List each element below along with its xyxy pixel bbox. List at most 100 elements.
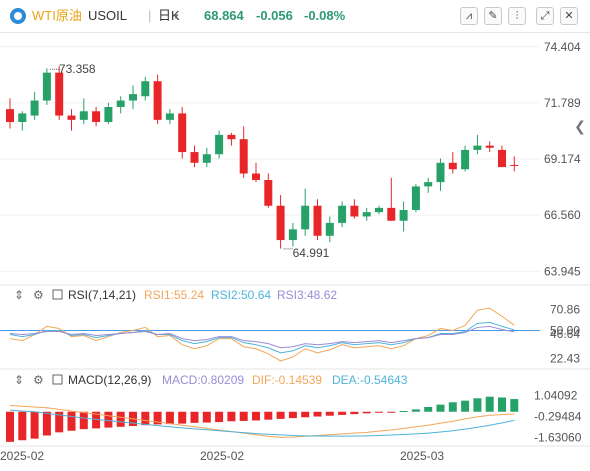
macd-legend-2: DIF:-0.14539	[252, 373, 322, 387]
macd-bar	[325, 411, 334, 416]
macd-bar	[239, 411, 248, 421]
macd-bar	[375, 411, 383, 413]
macd-bar	[411, 409, 420, 412]
rsi-legend-3: RSI3:48.62	[277, 288, 337, 302]
collapse-icon: ⇕	[14, 373, 24, 387]
macd-bar	[153, 411, 162, 425]
price-tick-label: 71.789	[544, 96, 581, 110]
rsi-series-2	[9, 321, 515, 354]
candle-body	[6, 109, 14, 123]
line-tool-icon[interactable]: ⩘	[460, 7, 478, 25]
macd-legend-1: MACD:0.80209	[162, 373, 244, 387]
candle-body	[473, 145, 482, 150]
macd-bar	[448, 402, 457, 412]
macd-axis-label: -0.29484	[534, 409, 582, 423]
chart-header: WTI原油 USOIL | 日K ▼ 68.864 -0.056 -0.08% …	[0, 0, 590, 33]
candle-body	[338, 205, 347, 223]
candle-body	[129, 94, 137, 101]
candle-body	[301, 205, 310, 230]
date-tick-label: 2025-02	[0, 449, 44, 463]
macd-bar	[104, 411, 113, 428]
macd-bar	[264, 411, 273, 420]
candle-body	[153, 81, 162, 120]
price-tick-label: 63.945	[544, 264, 581, 278]
macd-legend-3: DEA:-0.54643	[332, 373, 408, 387]
candle-body	[165, 113, 174, 120]
dif-line	[9, 404, 515, 438]
close-icon[interactable]: ✕	[560, 7, 578, 25]
macd-bar	[6, 411, 14, 442]
candle-body	[350, 205, 359, 217]
candle-body	[362, 212, 371, 217]
expand-icon[interactable]: ⤢	[536, 7, 554, 25]
macd-bar	[252, 411, 260, 421]
candle-body	[461, 149, 470, 170]
price-tick-label: 69.174	[544, 152, 581, 166]
macd-bar	[510, 399, 519, 412]
date-tick-label: 2025-02	[200, 449, 244, 463]
candle-body	[79, 111, 88, 120]
candle-body	[424, 182, 433, 187]
macd-bar	[276, 411, 285, 419]
macd-bar	[288, 411, 297, 419]
candle-body	[227, 134, 236, 140]
candle-body	[239, 139, 248, 174]
symbol-code[interactable]: USOIL	[88, 8, 128, 23]
macd-bar	[424, 407, 433, 412]
candle-body	[325, 222, 334, 236]
macd-axis-label: 1.04092	[534, 388, 578, 402]
rsi-legend-2: RSI2:50.64	[211, 288, 271, 302]
candle-body	[448, 162, 457, 170]
macd-bar	[473, 398, 482, 412]
macd-title: MACD(12,26,9)	[68, 373, 151, 387]
pencil-icon[interactable]: ✎	[484, 7, 502, 25]
bars-icon[interactable]: ⫶	[508, 7, 526, 25]
candle-body	[264, 179, 273, 206]
candle-body	[387, 207, 396, 221]
macd-bar	[92, 411, 101, 429]
macd-bar	[362, 411, 371, 414]
macd-bar	[202, 411, 211, 423]
symbol-logo-icon	[10, 8, 26, 24]
macd-bar	[190, 411, 199, 423]
candle-body	[436, 162, 445, 183]
candle-body	[288, 229, 297, 241]
candle-body	[276, 205, 285, 241]
candle-body	[313, 205, 322, 236]
rsi-axis-label: 50.00	[550, 323, 580, 337]
macd-bar	[338, 411, 347, 415]
chevron-left-icon[interactable]: ❮	[574, 118, 586, 134]
rsi-axis-label: 70.86	[550, 302, 580, 316]
macd-bar	[350, 411, 359, 415]
macd-bar	[55, 411, 64, 433]
interval-selector[interactable]: 日K	[158, 8, 180, 23]
price-tick-label: 74.404	[544, 40, 581, 54]
collapse-icon: ⇕	[14, 288, 24, 302]
macd-bar	[313, 411, 322, 417]
macd-bar	[498, 397, 506, 412]
annotation-label: 73.358	[59, 62, 96, 76]
candle-body	[399, 210, 408, 221]
symbol-name[interactable]: WTI原油	[32, 8, 82, 23]
rsi-title: RSI(7,14,21)	[68, 288, 136, 302]
candle-body	[498, 149, 506, 168]
settings-icon: ⚙	[33, 373, 44, 387]
macd-bar	[399, 410, 408, 412]
price-change: -0.056	[256, 8, 293, 23]
candle-body	[104, 106, 113, 123]
candle-body	[141, 81, 150, 97]
macd-bar	[461, 400, 470, 412]
chevron-down-icon[interactable]: ▼	[172, 12, 180, 21]
last-price: 68.864	[204, 8, 244, 23]
macd-bar	[227, 411, 236, 422]
rsi-axis-label: 46.64	[550, 327, 580, 341]
dea-line	[9, 409, 515, 437]
candle-body	[18, 113, 27, 123]
candle-body	[485, 145, 494, 148]
macd-bar	[165, 411, 174, 425]
candle-body	[215, 134, 224, 155]
price-change-pct: -0.08%	[304, 8, 346, 23]
candle-body	[67, 115, 76, 120]
macd-bar	[215, 411, 224, 423]
